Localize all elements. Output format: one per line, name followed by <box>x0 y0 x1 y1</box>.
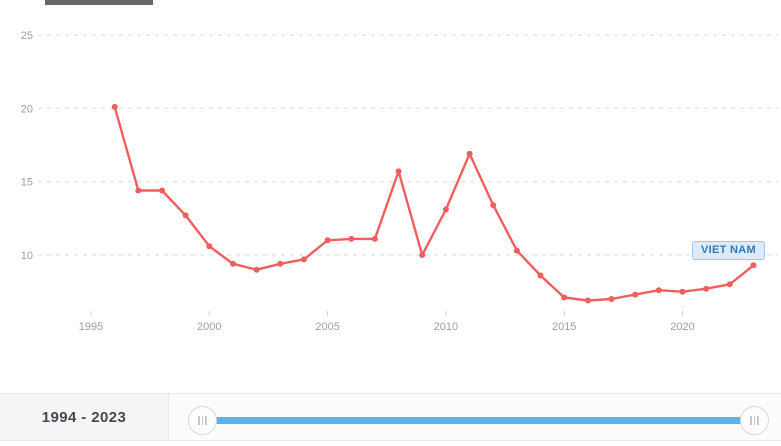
chart-canvas[interactable]: 10 15 20 25 1995 2000 2005 2010 2015 2020 <box>0 0 781 350</box>
data-point-marker[interactable] <box>537 272 544 279</box>
data-point-marker[interactable] <box>490 202 497 209</box>
data-point-marker[interactable] <box>632 291 639 298</box>
x-tick-label: 2020 <box>670 321 694 333</box>
data-point-marker[interactable] <box>253 266 260 273</box>
data-point-marker[interactable] <box>442 206 449 213</box>
x-tick-label: 2010 <box>434 321 458 333</box>
range-label: 1994 - 2023 <box>41 408 127 426</box>
series-line <box>113 105 755 302</box>
x-tick-label: 2000 <box>197 321 221 333</box>
data-point-marker[interactable] <box>466 150 473 157</box>
data-point-marker[interactable] <box>277 260 284 267</box>
grip-icon <box>198 416 200 425</box>
slider-handle-left[interactable] <box>188 406 217 435</box>
range-label-cell: 1994 - 2023 <box>0 394 169 440</box>
slider-handle-right[interactable] <box>740 406 769 435</box>
x-tick-label: 1995 <box>79 321 103 333</box>
y-tick-label: 10 <box>21 250 33 262</box>
data-point-marker[interactable] <box>513 247 520 254</box>
data-point-marker[interactable] <box>300 256 307 263</box>
data-point-marker[interactable] <box>324 237 331 244</box>
data-point-marker[interactable] <box>371 235 378 242</box>
toolbar-fragment <box>45 0 153 5</box>
x-tick-label: 2005 <box>315 321 339 333</box>
data-point-marker[interactable] <box>561 294 568 301</box>
series-label-badge: VIET NAM <box>692 241 765 260</box>
y-tick-label: 15 <box>21 177 33 189</box>
range-footer: 1994 - 2023 <box>0 393 781 441</box>
data-point-marker[interactable] <box>703 285 710 292</box>
grip-icon <box>205 416 207 425</box>
line-chart[interactable]: 10 15 20 25 1995 2000 2005 2010 2015 2020 VIET NA… <box>0 0 781 350</box>
data-point-marker[interactable] <box>135 187 142 194</box>
grip-icon <box>753 416 756 425</box>
data-point-marker[interactable] <box>111 103 118 110</box>
grip-icon <box>201 416 204 425</box>
data-point-marker[interactable] <box>182 212 189 219</box>
data-point-marker[interactable] <box>159 187 165 194</box>
data-point-marker[interactable] <box>608 296 615 302</box>
data-point-marker[interactable] <box>655 287 662 294</box>
data-point-marker[interactable] <box>726 281 733 288</box>
data-point-marker[interactable] <box>419 252 426 258</box>
x-tick-label: 2015 <box>552 321 576 333</box>
data-point-marker[interactable] <box>750 262 757 269</box>
data-point-marker[interactable] <box>230 260 236 267</box>
slider-track[interactable] <box>203 417 755 424</box>
grip-icon <box>750 416 752 425</box>
data-point-marker[interactable] <box>206 243 213 250</box>
grip-icon <box>757 416 759 425</box>
data-point-marker[interactable] <box>584 297 591 304</box>
data-point-marker[interactable] <box>348 235 355 242</box>
y-tick-label: 25 <box>21 30 33 42</box>
data-point-marker[interactable] <box>395 168 402 175</box>
data-point-marker[interactable] <box>679 288 686 295</box>
y-tick-label: 20 <box>21 103 33 115</box>
